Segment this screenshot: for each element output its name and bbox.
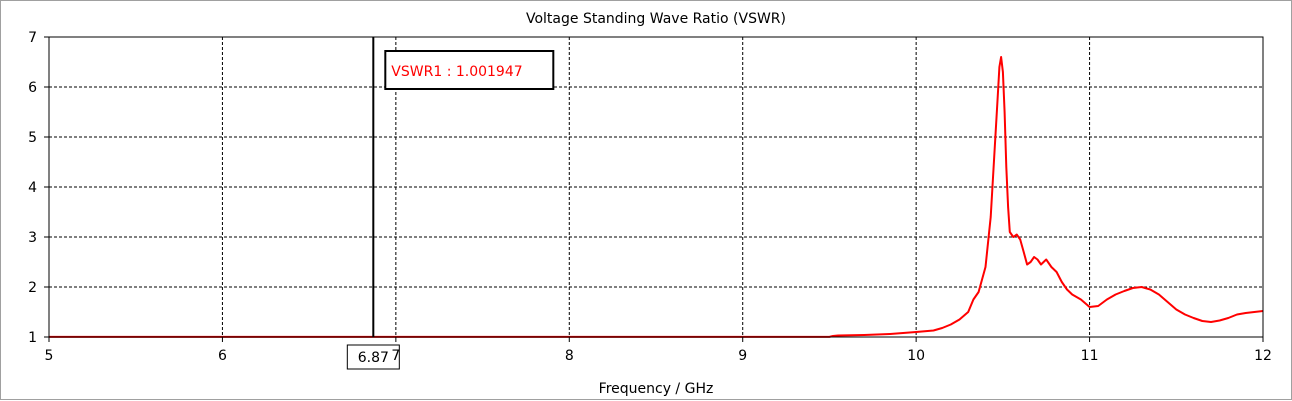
x-tick-label: 8 (565, 348, 574, 364)
y-tick-label: 2 (28, 280, 37, 296)
y-tick-label: 5 (28, 130, 37, 146)
chart-title: Voltage Standing Wave Ratio (VSWR) (526, 11, 786, 27)
y-tick-label: 4 (28, 180, 37, 196)
series-layer (49, 56, 1264, 338)
marker-layer[interactable]: 6.87 VSWR1 : 1.001947 (346, 37, 555, 370)
vswr-series-line (49, 56, 1264, 338)
plot-frame (48, 36, 1264, 338)
x-tick-label: 7 (391, 348, 400, 364)
x-tick-label: 12 (1254, 348, 1272, 364)
marker-value-label: VSWR1 : 1.001947 (391, 64, 522, 80)
y-tick-label: 3 (28, 230, 37, 246)
y-tick-label: 7 (28, 30, 37, 46)
x-tick-label: 5 (45, 348, 54, 364)
marker-x-label: 6.87 (358, 350, 389, 366)
grid-layer (49, 37, 1263, 337)
x-tick-label: 9 (738, 348, 747, 364)
x-tick-label: 10 (907, 348, 925, 364)
x-axis-label: Frequency / GHz (599, 381, 714, 397)
marker-x-label-box (346, 344, 400, 370)
x-tick-label: 6 (218, 348, 227, 364)
y-tick-label: 1 (28, 330, 37, 346)
marker-value-box (384, 50, 555, 90)
x-tick-label: 11 (1081, 348, 1099, 364)
y-tick-label: 6 (28, 80, 37, 96)
